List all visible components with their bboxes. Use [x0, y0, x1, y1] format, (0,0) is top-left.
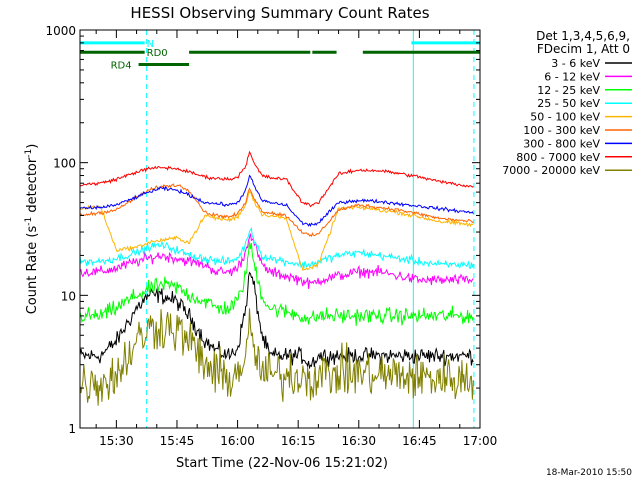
- y-axis-label: Count Rate (s-1 detector-1): [24, 144, 40, 315]
- x-axis-label: Start Time (22-Nov-06 15:21:02): [176, 456, 388, 471]
- footer-date: 18-Mar-2010 15:50: [546, 468, 632, 478]
- y-tick-label: 100: [53, 157, 76, 171]
- x-tick-label: 16:45: [402, 434, 437, 448]
- legend-label: 25 - 50 keV: [537, 97, 600, 110]
- y-axis: 1 10 100 1000: [45, 24, 480, 436]
- series-line: [80, 150, 474, 208]
- legend-label: 100 - 300 keV: [523, 124, 600, 137]
- plot-frame: [79, 29, 481, 429]
- series-line: [80, 226, 474, 269]
- x-tick-label: 15:30: [99, 434, 134, 448]
- status-flag-label: RD0: [147, 48, 168, 59]
- y-tick-label: 10: [61, 289, 76, 303]
- chart-title: HESSI Observing Summary Count Rates: [130, 4, 429, 22]
- x-tick-label: 17:00: [463, 434, 498, 448]
- status-flag-label: RD4: [111, 60, 132, 71]
- y-tick-label: 1: [68, 422, 76, 436]
- legend-label: 12 - 25 keV: [537, 84, 600, 97]
- legend: Det 1,3,4,5,6,9, FDecim 1, Att 0 3 - 6 k…: [502, 29, 632, 177]
- legend-label: 6 - 12 keV: [544, 70, 600, 83]
- x-tick-label: 16:15: [281, 434, 316, 448]
- x-tick-label: 16:30: [341, 434, 376, 448]
- series-line: [80, 174, 474, 228]
- series-layer: [80, 150, 474, 406]
- series-line: [80, 233, 474, 289]
- y-tick-label: 1000: [45, 24, 76, 38]
- legend-label: 800 - 7000 keV: [516, 151, 600, 164]
- x-axis: 15:30 15:45 16:00 16:15 16:30 16:45 17:00: [95, 30, 498, 448]
- legend-header-line1: Det 1,3,4,5,6,9,: [536, 29, 630, 43]
- x-tick-label: 16:00: [220, 434, 255, 448]
- legend-label: 7000 - 20000 keV: [502, 164, 600, 177]
- legend-label: 3 - 6 keV: [551, 57, 600, 70]
- series-line: [80, 183, 474, 238]
- legend-label: 300 - 800 keV: [523, 137, 600, 150]
- series-line: [80, 271, 474, 370]
- legend-header-line2: FDecim 1, Att 0: [537, 42, 630, 56]
- x-tick-label: 15:45: [160, 434, 195, 448]
- status-flag-label: N: [147, 39, 154, 50]
- legend-label: 50 - 100 keV: [530, 111, 600, 124]
- series-line: [80, 190, 474, 272]
- series-line: [80, 308, 474, 406]
- series-line: [80, 241, 474, 326]
